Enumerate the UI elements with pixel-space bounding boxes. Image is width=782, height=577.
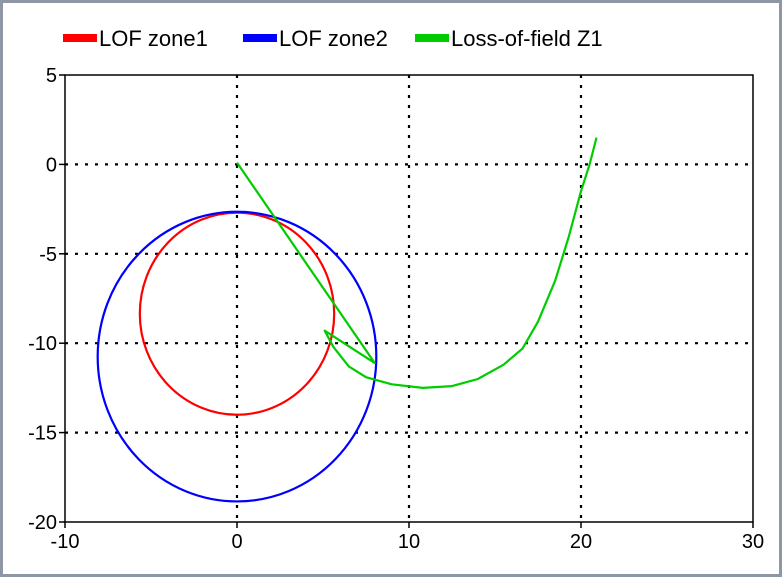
x-tick-label: -10 [51,531,80,553]
x-tick-label: 0 [231,531,242,553]
y-tick-label: 5 [46,65,57,87]
y-tick-label: 0 [46,154,57,176]
grid [65,75,753,522]
y-tick-label: -20 [28,512,57,534]
legend-swatch [63,34,97,42]
legend-label: Loss-of-field Z1 [451,26,603,51]
x-tick-label: 10 [398,531,420,553]
series-loss-of-field-z1-line [236,137,598,389]
series-layer [96,137,598,503]
axes [59,74,754,528]
legend-swatch [415,34,449,42]
legend-label: LOF zone1 [99,26,208,51]
x-tick-label: 30 [742,531,764,553]
legend-swatch [243,34,277,42]
legend-label: LOF zone2 [279,26,388,51]
series-lof-zone2-line [96,210,378,503]
y-tick-label: -10 [28,333,57,355]
series-lof-zone1-line [138,211,336,416]
y-tick-label: -15 [28,423,57,445]
tick-labels: -10 0 10 20 30 5 0 -5 -10 -15 -20 [28,65,764,553]
x-tick-label: 20 [570,531,592,553]
chart-svg: LOF zone1 LOF zone2 Loss-of-field Z1 -10 0 1… [28,26,764,553]
y-tick-label: -5 [39,244,57,266]
legend: LOF zone1 LOF zone2 Loss-of-field Z1 [63,26,603,51]
plot-border [64,74,754,523]
